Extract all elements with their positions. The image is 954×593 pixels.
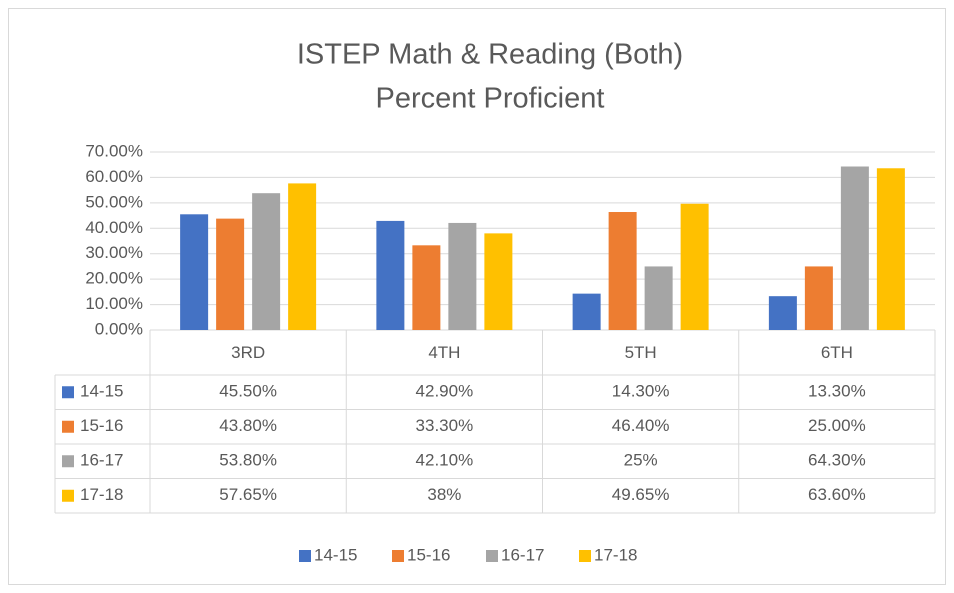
- legend-label: 17-18: [594, 545, 637, 564]
- table-value: 63.60%: [808, 485, 866, 504]
- y-tick-label: 30.00%: [85, 243, 143, 262]
- y-tick-label: 40.00%: [85, 218, 143, 237]
- y-tick-label: 20.00%: [85, 269, 143, 288]
- bar: [572, 293, 601, 330]
- table-series-name: 17-18: [80, 485, 123, 504]
- chart-title: ISTEP Math & Reading (Both): [297, 39, 683, 71]
- table-value: 64.30%: [808, 451, 866, 470]
- legend-key: [392, 550, 404, 562]
- bar: [876, 168, 905, 330]
- y-tick-label: 10.00%: [85, 294, 143, 313]
- x-tick-label: 4TH: [428, 343, 460, 362]
- bar: [376, 220, 405, 330]
- bar: [484, 233, 513, 330]
- table-legend-key: [62, 489, 74, 502]
- table-legend-key: [62, 420, 74, 433]
- x-tick-label: 5TH: [625, 343, 657, 362]
- table-value: 38%: [427, 485, 461, 504]
- table-value: 57.65%: [219, 485, 277, 504]
- bar: [680, 203, 709, 330]
- table-value: 45.50%: [219, 382, 277, 401]
- table-value: 25%: [624, 451, 658, 470]
- bar: [804, 266, 833, 330]
- y-tick-label: 50.00%: [85, 192, 143, 211]
- table-value: 53.80%: [219, 451, 277, 470]
- legend-key: [579, 550, 591, 562]
- table-legend-key: [62, 386, 74, 399]
- table-series-name: 15-16: [80, 416, 123, 435]
- table-legend-key: [62, 455, 74, 468]
- table-value: 25.00%: [808, 416, 866, 435]
- table-value: 14.30%: [612, 382, 670, 401]
- table-value: 43.80%: [219, 416, 277, 435]
- y-tick-label: 60.00%: [85, 167, 143, 186]
- bar: [252, 193, 281, 330]
- x-tick-label: 6TH: [821, 343, 853, 362]
- chart-subtitle: Percent Proficient: [376, 83, 605, 115]
- bar: [180, 214, 209, 330]
- x-tick-label: 3RD: [231, 343, 265, 362]
- table-value: 13.30%: [808, 382, 866, 401]
- legend-label: 16-17: [501, 545, 544, 564]
- legend-key: [486, 550, 498, 562]
- y-tick-label: 70.00%: [85, 141, 143, 160]
- legend-label: 14-15: [314, 545, 357, 564]
- table-series-name: 14-15: [80, 382, 123, 401]
- table-value: 46.40%: [612, 416, 670, 435]
- table-value: 42.10%: [416, 451, 474, 470]
- bar: [768, 296, 797, 330]
- table-value: 33.30%: [416, 416, 474, 435]
- bar: [288, 183, 317, 330]
- bar: [412, 245, 441, 330]
- table-value: 49.65%: [612, 485, 670, 504]
- table-value: 42.90%: [416, 382, 474, 401]
- bar: [644, 266, 673, 330]
- legend-key: [299, 550, 311, 562]
- bar: [216, 218, 245, 330]
- bar: [608, 212, 637, 330]
- bar: [448, 222, 477, 330]
- table-series-name: 16-17: [80, 451, 123, 470]
- y-tick-label: 0.00%: [95, 319, 143, 338]
- bar: [840, 166, 869, 330]
- legend-label: 15-16: [407, 545, 450, 564]
